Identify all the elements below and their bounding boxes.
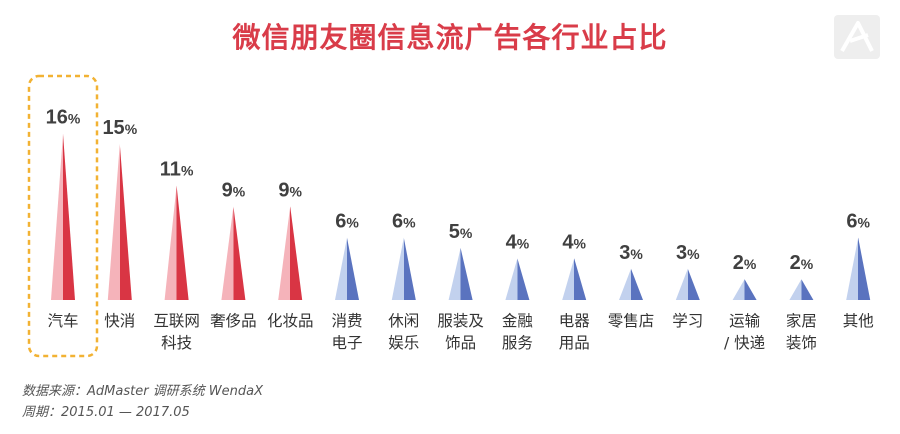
data-label: 2% <box>790 252 814 274</box>
category-label: 服务 <box>502 334 533 352</box>
data-label: 3% <box>676 242 700 264</box>
bar-spike <box>164 185 189 300</box>
category-label: 家居 <box>786 312 817 330</box>
data-label: 5% <box>449 221 473 243</box>
bar-spike <box>562 258 587 300</box>
category-label: 服装及 <box>437 312 484 330</box>
data-label: 6% <box>392 211 416 233</box>
bar-spike <box>107 144 132 300</box>
bar-spike <box>391 237 416 300</box>
category-label: 奢侈品 <box>210 312 257 330</box>
data-label: 11% <box>160 159 194 181</box>
category-label: 消费 <box>331 312 362 330</box>
category-label: 用品 <box>559 334 590 352</box>
category-label: 快消 <box>104 312 135 330</box>
category-label: 互联网 <box>153 312 200 330</box>
bar-spike <box>505 258 530 300</box>
category-label: 科技 <box>161 334 192 352</box>
data-label: 4% <box>506 231 530 253</box>
category-label: 学习 <box>672 312 703 330</box>
bar-spike <box>335 237 359 300</box>
category-label: 装饰 <box>786 334 817 352</box>
highlight-callout-box <box>27 74 99 358</box>
data-label: 2% <box>733 252 757 274</box>
bar-spike <box>732 279 757 300</box>
data-label: 4% <box>562 231 586 253</box>
data-label: 15% <box>102 117 137 139</box>
category-label: 化妆品 <box>267 312 314 330</box>
data-label: 6% <box>335 211 359 233</box>
category-label: 休闲 <box>388 312 419 330</box>
period-line: 周期：2015.01 — 2017.05 <box>22 405 190 420</box>
bar-spike <box>789 279 814 300</box>
bar-spike <box>448 248 473 300</box>
category-label: 电子 <box>331 334 362 352</box>
logo-icon <box>834 15 880 59</box>
category-label: 零售店 <box>608 312 655 330</box>
category-label: 娱乐 <box>388 334 419 352</box>
source-line: 数据来源：AdMaster 调研系统 WendaX <box>22 384 264 399</box>
bar-spike <box>675 268 700 300</box>
data-label: 3% <box>619 242 643 264</box>
data-label: 9% <box>278 179 302 201</box>
bar-spike <box>619 268 643 300</box>
category-label: 金融 <box>502 312 533 330</box>
category-label: 汽车 <box>47 312 78 330</box>
data-label: 16% <box>46 107 81 129</box>
data-label: 9% <box>222 179 246 201</box>
category-label: 运输 <box>729 312 761 330</box>
bar-spike <box>221 206 246 300</box>
category-label: 电器 <box>559 312 591 330</box>
bar-spike <box>278 206 303 300</box>
category-label: 饰品 <box>445 334 476 352</box>
data-label: 6% <box>846 211 870 233</box>
chart-title: 微信朋友圈信息流广告各行业占比 <box>232 21 668 54</box>
category-label: 其他 <box>843 312 874 330</box>
bar-spike <box>51 133 75 300</box>
bar-spike <box>846 237 871 300</box>
source-note: 数据来源：AdMaster 调研系统 WendaX 周期：2015.01 — 2… <box>22 381 263 423</box>
category-label: / 快递 <box>724 334 765 352</box>
